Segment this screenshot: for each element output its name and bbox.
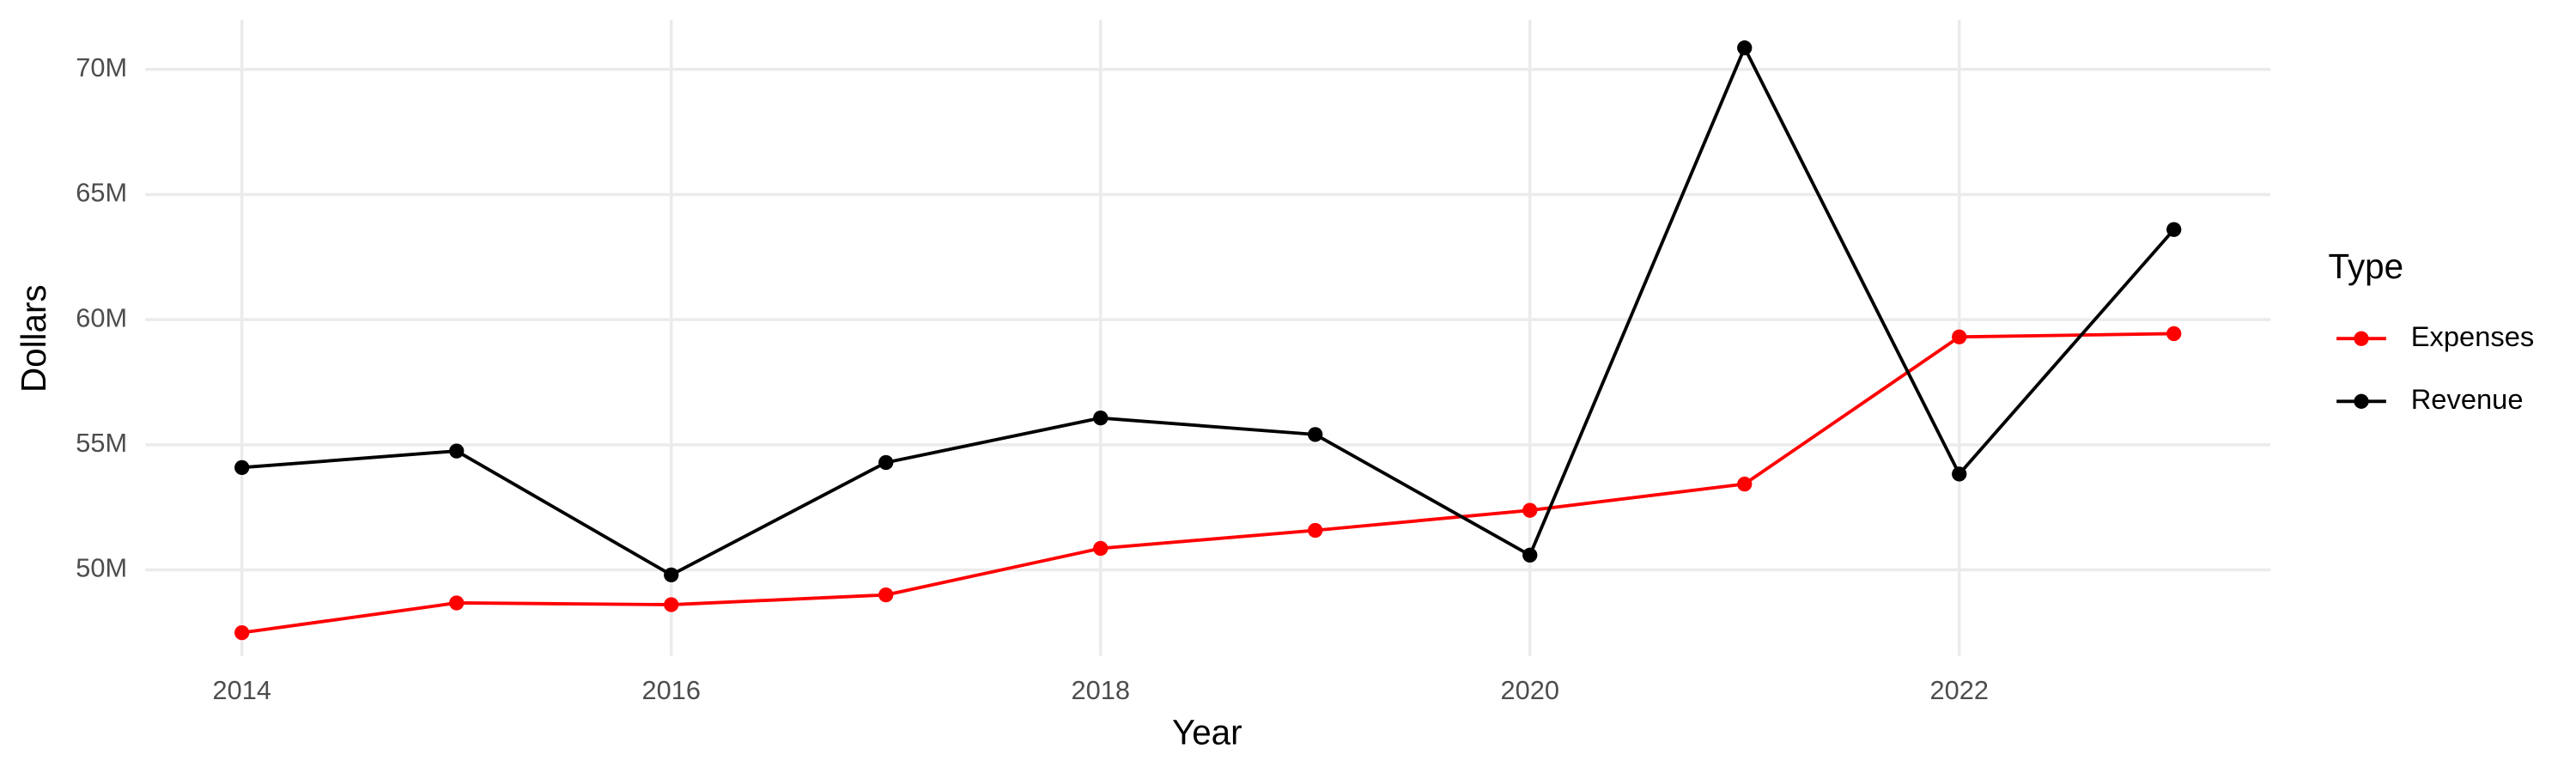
point bbox=[1308, 427, 1323, 442]
point bbox=[1952, 329, 1967, 344]
point bbox=[449, 595, 465, 611]
series-line bbox=[241, 332, 2174, 635]
y-tick-label: 65M bbox=[76, 178, 127, 208]
x-tick-label: 2016 bbox=[642, 675, 701, 705]
point bbox=[664, 567, 679, 583]
point bbox=[2166, 222, 2182, 237]
x-tick-label: 2022 bbox=[1930, 675, 1989, 705]
point bbox=[1093, 540, 1109, 557]
y-tick-label: 60M bbox=[76, 302, 127, 332]
point bbox=[1308, 522, 1323, 539]
legend-title: Type bbox=[2329, 247, 2404, 286]
point bbox=[234, 625, 250, 641]
x-tick-label: 2020 bbox=[1501, 675, 1559, 705]
legend-marker bbox=[2354, 393, 2369, 409]
y-tick-label: 50M bbox=[76, 553, 127, 583]
point bbox=[1737, 476, 1753, 492]
point bbox=[449, 443, 465, 459]
legend-label: Revenue bbox=[2411, 383, 2524, 415]
series-line bbox=[241, 44, 2176, 577]
legend-label: Expenses bbox=[2411, 320, 2535, 352]
point bbox=[878, 587, 894, 603]
y-axis-title: Dollars bbox=[14, 284, 53, 393]
point bbox=[1522, 547, 1538, 563]
point bbox=[1952, 466, 1967, 482]
point bbox=[2166, 326, 2182, 342]
y-tick-label: 70M bbox=[76, 52, 127, 82]
x-tick-label: 2014 bbox=[213, 675, 271, 705]
point bbox=[1093, 411, 1109, 426]
point bbox=[1737, 40, 1753, 56]
x-axis-title: Year bbox=[1172, 712, 1242, 752]
y-tick-label: 55M bbox=[76, 428, 127, 458]
legend-marker bbox=[2354, 331, 2369, 346]
x-tick-label: 2018 bbox=[1072, 675, 1130, 705]
point bbox=[664, 597, 679, 612]
point bbox=[234, 460, 250, 476]
point bbox=[878, 454, 894, 471]
point bbox=[1522, 502, 1538, 518]
